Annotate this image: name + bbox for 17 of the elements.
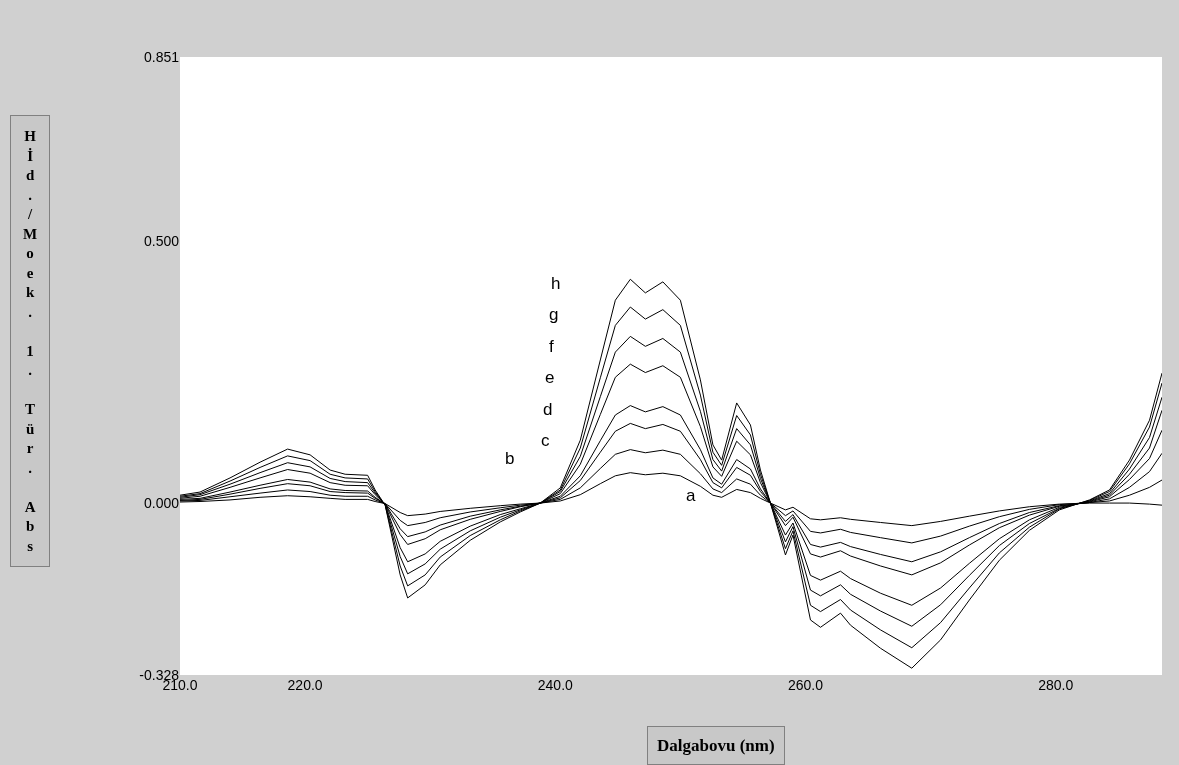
x-tick-label: 260.0 xyxy=(787,677,824,693)
y-tick-label: 0.500 xyxy=(143,232,180,249)
x-axis-title: Dalgabovu (nm) xyxy=(657,736,775,755)
annotation: f xyxy=(549,337,554,356)
annotation: g xyxy=(549,305,559,324)
y-tick-label: 0.851 xyxy=(143,48,180,65)
x-tick-label: 280.0 xyxy=(1038,677,1074,693)
annotation: b xyxy=(505,449,515,468)
text: Hİd./Moek. 1. Tür. Abs xyxy=(23,128,38,554)
annotation: c xyxy=(541,431,550,450)
annotation: a xyxy=(686,486,696,505)
annotation: e xyxy=(545,368,555,387)
annotation: d xyxy=(543,400,553,419)
y-tick-label: 0.000 xyxy=(143,494,180,511)
x-tick-label: 220.0 xyxy=(287,677,323,693)
annotation: h xyxy=(551,274,561,293)
x-tick-label: 240.0 xyxy=(537,677,574,693)
